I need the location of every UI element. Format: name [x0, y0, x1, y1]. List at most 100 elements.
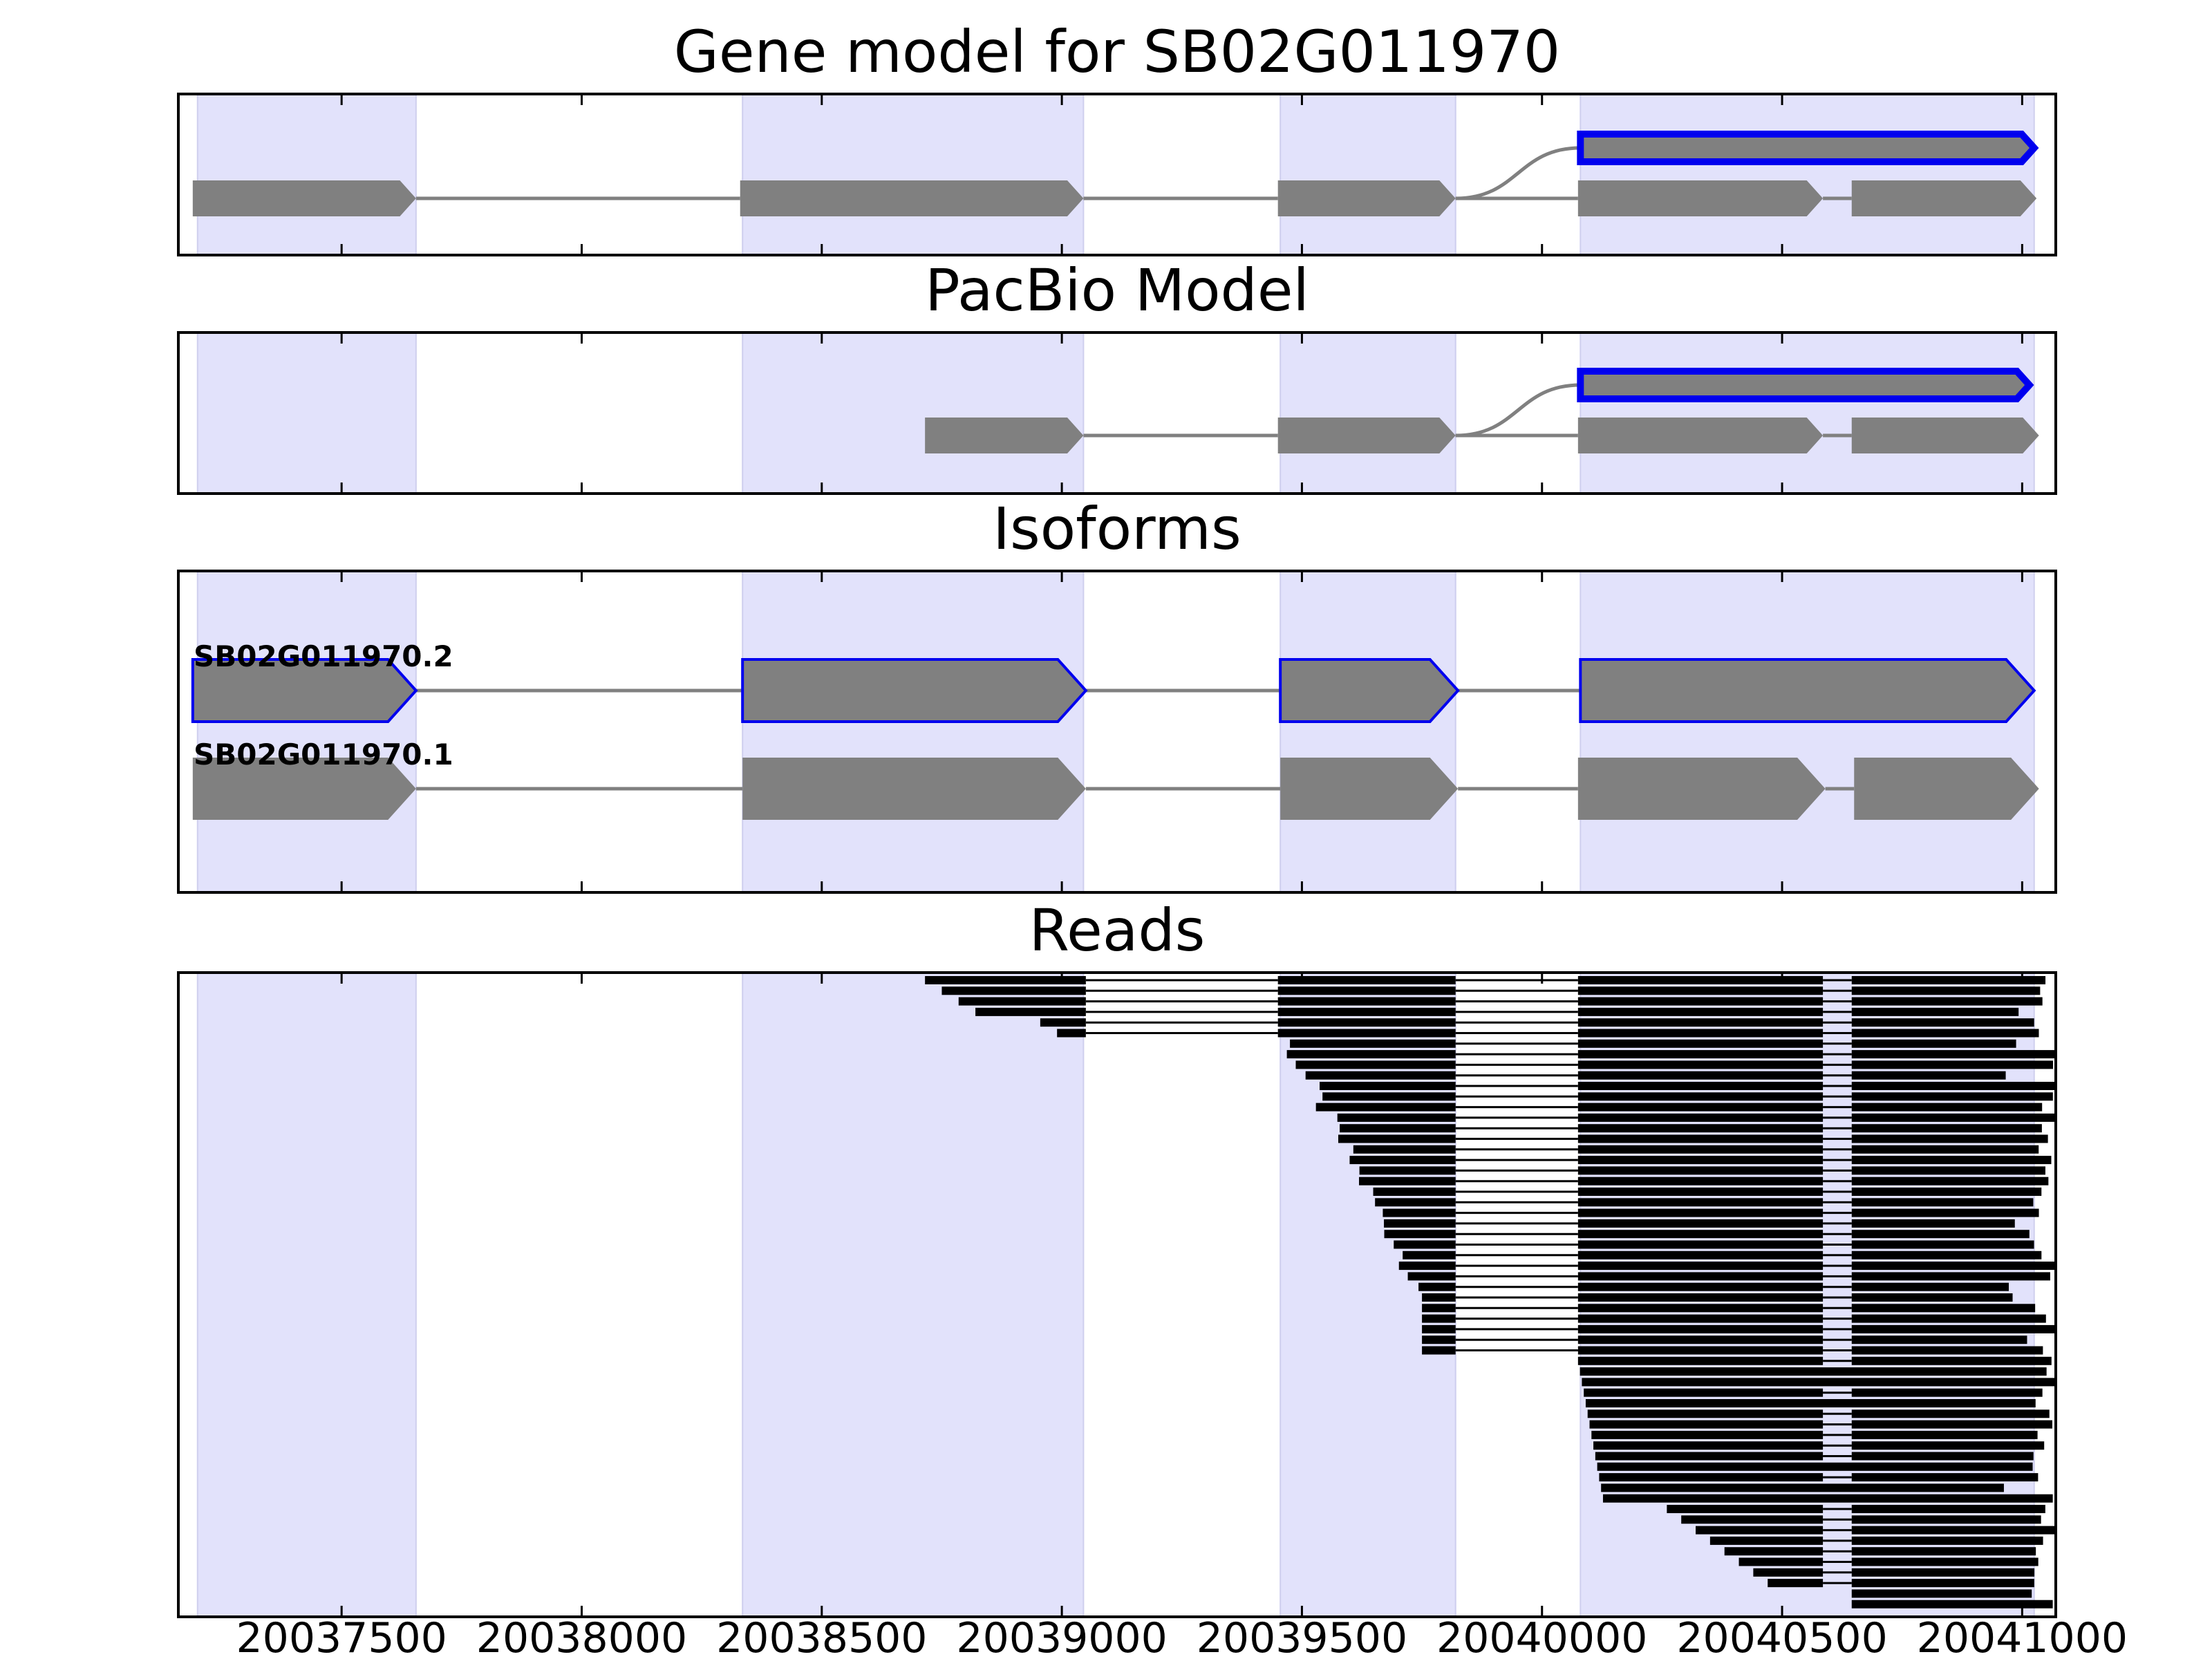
highlight-band	[1280, 332, 1456, 494]
read-block	[1851, 1060, 2054, 1069]
read-block	[1851, 1314, 2046, 1323]
read-block	[1418, 1282, 1456, 1291]
x-tick-label: 20041000	[1917, 1614, 2128, 1659]
read-block	[1851, 1018, 2034, 1027]
reads-ticks	[340, 973, 2023, 1617]
read-block	[1277, 1029, 1456, 1038]
read-block	[1851, 986, 2041, 995]
selected-exon	[1579, 658, 2036, 723]
x-tick-label: 20039000	[956, 1614, 1167, 1659]
read-block	[1577, 986, 1824, 995]
read-block	[1577, 1282, 1824, 1291]
pacbio-model-transcripts	[925, 368, 2039, 453]
isoforms-labels: SB02G011970.2 SB02G011970.1	[194, 639, 453, 771]
read-block	[1577, 1007, 1824, 1016]
read-block	[1337, 1113, 1456, 1122]
selected-exon	[1279, 658, 1460, 723]
read-block	[1577, 1082, 1824, 1090]
highlight-band	[196, 973, 417, 1617]
read-block	[1394, 1240, 1456, 1249]
exon	[740, 180, 1084, 216]
read-block	[1422, 1335, 1456, 1344]
read-block	[975, 1007, 1086, 1016]
read-block	[1851, 1473, 2038, 1482]
highlight-band	[1580, 571, 2035, 892]
read-block	[958, 997, 1086, 1006]
read-block	[1851, 1240, 2034, 1249]
read-block	[1577, 1188, 1824, 1196]
read-block	[1851, 1050, 2056, 1059]
selected-exon	[741, 658, 1088, 723]
read-block	[1577, 1092, 1824, 1101]
exon	[742, 758, 1086, 820]
selected-exon	[1577, 131, 2039, 165]
read-block	[1577, 1134, 1824, 1143]
read-block	[1577, 1177, 1824, 1185]
read-block	[1851, 1188, 2042, 1196]
pacbio-model-title: PacBio Model	[925, 256, 1309, 324]
read-block	[1403, 1250, 1456, 1259]
read-block	[1398, 1262, 1456, 1271]
read-block	[1577, 1250, 1824, 1259]
read-block	[1851, 1547, 2036, 1556]
isoforms-panel: Isoforms SB02G011970.2 SB02G011970.1	[177, 495, 2057, 894]
read-block	[1851, 1600, 2053, 1609]
read-block	[1577, 1124, 1824, 1133]
read-block	[925, 976, 1086, 984]
read-block	[1851, 1156, 2052, 1165]
highlight-band	[1280, 571, 1456, 892]
read-block	[1696, 1526, 1824, 1535]
read-block	[1851, 1113, 2056, 1122]
read-block	[1595, 1452, 1824, 1461]
read-block	[1277, 1018, 1456, 1027]
read-block	[1577, 997, 1824, 1006]
read-block	[1593, 1441, 1824, 1450]
x-tick-label: 20038000	[476, 1614, 687, 1659]
read-block	[1407, 1272, 1456, 1281]
read-block	[1577, 1018, 1824, 1027]
read-block	[1851, 976, 2046, 984]
read-block	[1851, 1082, 2056, 1090]
x-tick-label: 20038500	[716, 1614, 927, 1659]
read-block	[1851, 1293, 2013, 1302]
read-block	[1851, 1335, 2027, 1344]
highlight-band	[196, 94, 417, 255]
exon	[1577, 180, 1824, 216]
read-block	[1851, 1219, 2015, 1228]
selected-exon	[1577, 368, 2034, 402]
read-block	[1851, 1420, 2052, 1429]
read-block	[1709, 1536, 1824, 1545]
read-block	[1577, 1039, 1824, 1048]
reads-alignments	[925, 976, 2056, 1609]
read-block	[1724, 1547, 1824, 1556]
read-block	[1753, 1568, 1824, 1577]
read-block	[1359, 1177, 1456, 1185]
read-block	[1422, 1293, 1456, 1302]
exon	[925, 418, 1084, 453]
reads-panel: Reads 20037500 20038000 20038500 20039000 20…	[177, 897, 2128, 1659]
read-block	[1851, 1346, 2043, 1355]
highlight-band	[742, 973, 1085, 1617]
read-block	[1851, 1452, 2034, 1461]
read-block	[1295, 1060, 1456, 1069]
x-tick-label: 20039500	[1197, 1614, 1407, 1659]
read-block	[1057, 1029, 1086, 1038]
read-block	[1577, 1029, 1824, 1038]
read-block	[1851, 1388, 2043, 1397]
exon	[192, 180, 416, 216]
reads-frame	[177, 971, 2057, 1618]
read-block	[1580, 1367, 2047, 1376]
read-block	[1577, 976, 1824, 984]
read-block	[1305, 1071, 1456, 1080]
reads-title: Reads	[1029, 897, 1206, 964]
highlight-band	[742, 94, 1085, 255]
read-block	[1851, 1092, 2053, 1101]
read-block	[1422, 1304, 1456, 1313]
read-block	[1577, 1230, 1824, 1239]
read-block	[941, 986, 1086, 995]
read-block	[1315, 1103, 1456, 1112]
read-block	[1851, 1324, 2056, 1333]
read-block	[1338, 1134, 1456, 1143]
read-block	[1582, 1378, 2056, 1387]
